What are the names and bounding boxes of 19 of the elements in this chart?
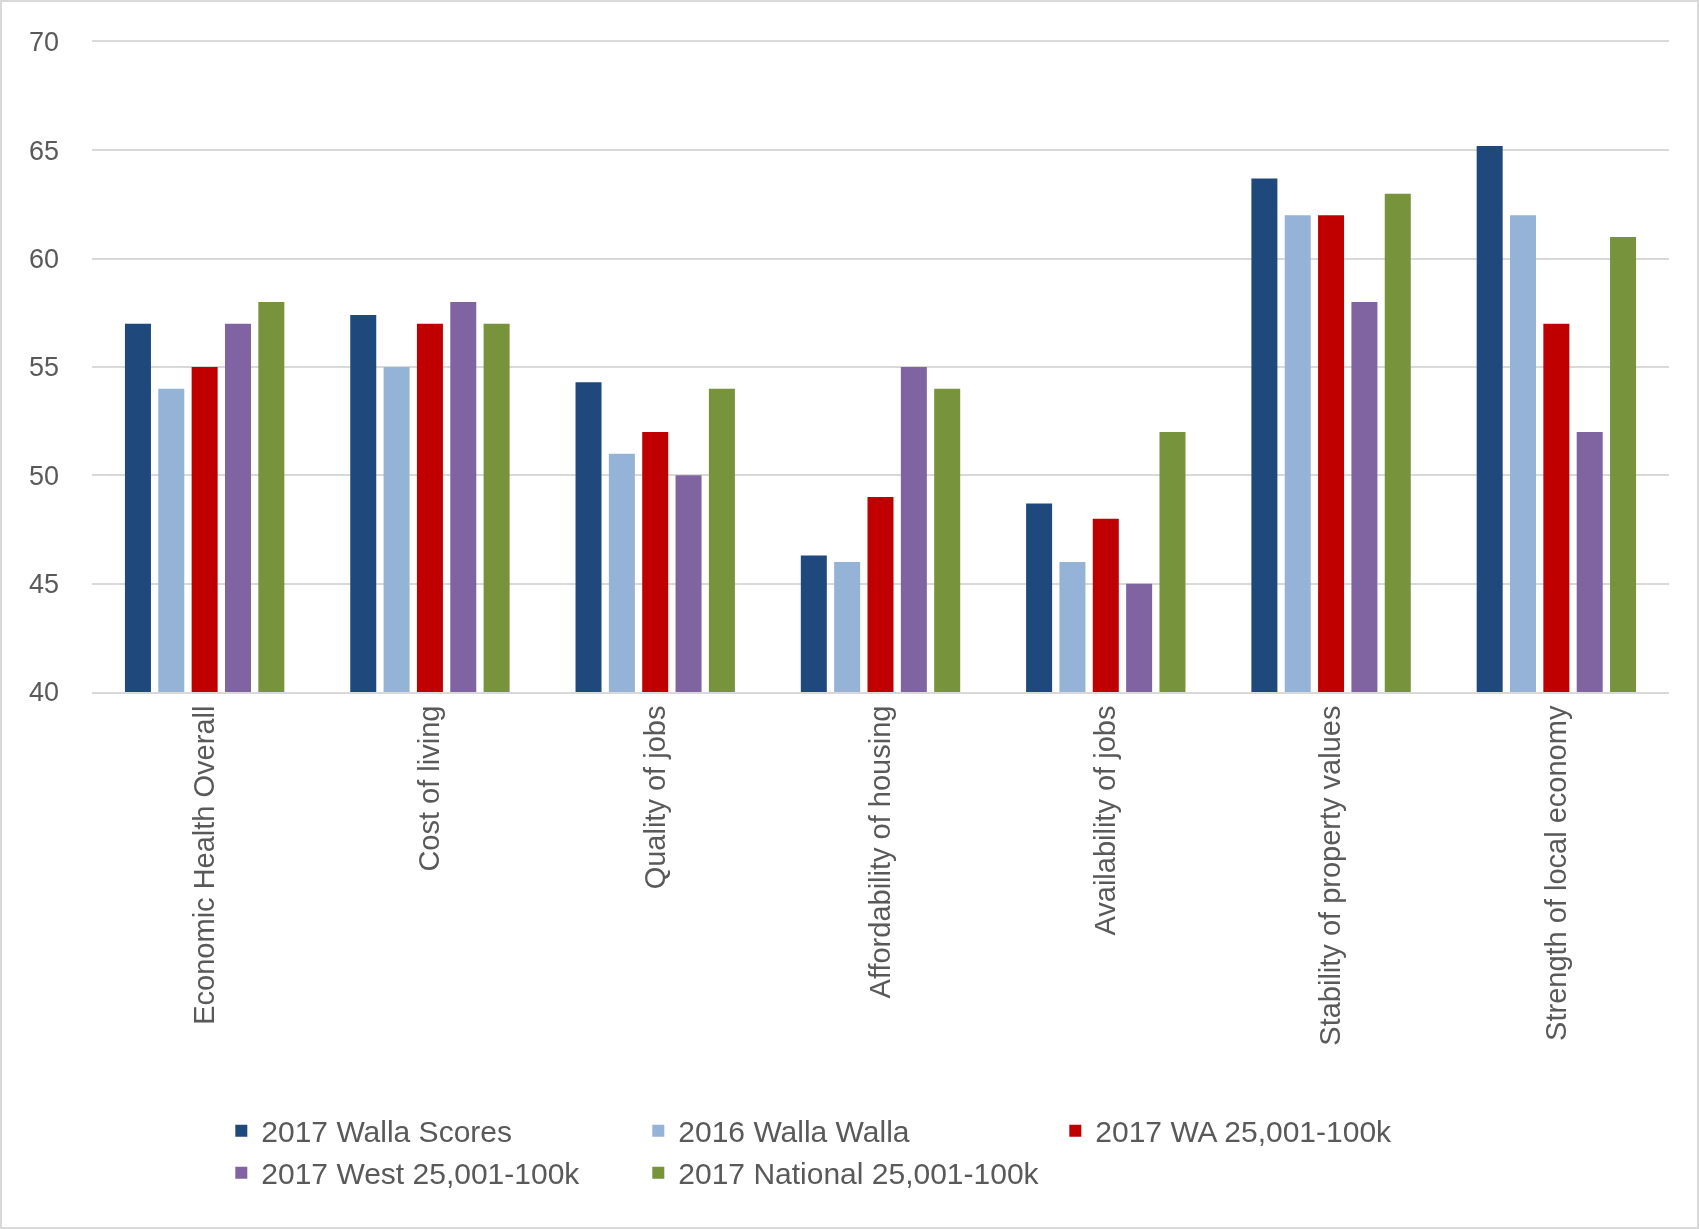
legend-label: 2017 National 25,001-100k — [678, 1157, 1040, 1191]
x-tick-label: Cost of living — [413, 705, 446, 872]
legend-label: 2017 WA 25,001-100k — [1095, 1115, 1393, 1149]
legend-label: 2017 West 25,001-100k — [261, 1157, 581, 1191]
y-tick-label: 65 — [28, 135, 59, 166]
x-tick-label: Availability of jobs — [1089, 705, 1122, 936]
legend-label: 2017 Walla Scores — [261, 1115, 512, 1149]
y-tick-label: 40 — [28, 677, 59, 708]
x-tick-label: Quality of jobs — [638, 705, 671, 890]
y-tick-label: 60 — [28, 244, 59, 275]
y-tick-label: 50 — [28, 460, 59, 491]
y-tick-label: 45 — [28, 569, 59, 600]
x-tick-label: Strength of local economy — [1539, 705, 1572, 1041]
x-tick-label: Affordability of housing — [863, 705, 896, 999]
x-tick-label: Stability of property values — [1314, 705, 1347, 1046]
legend-label: 2016 Walla Walla — [678, 1115, 910, 1149]
x-tick-label: Economic Health Overall — [188, 705, 221, 1025]
y-tick-label: 70 — [28, 27, 59, 58]
y-tick-label: 55 — [28, 352, 59, 383]
